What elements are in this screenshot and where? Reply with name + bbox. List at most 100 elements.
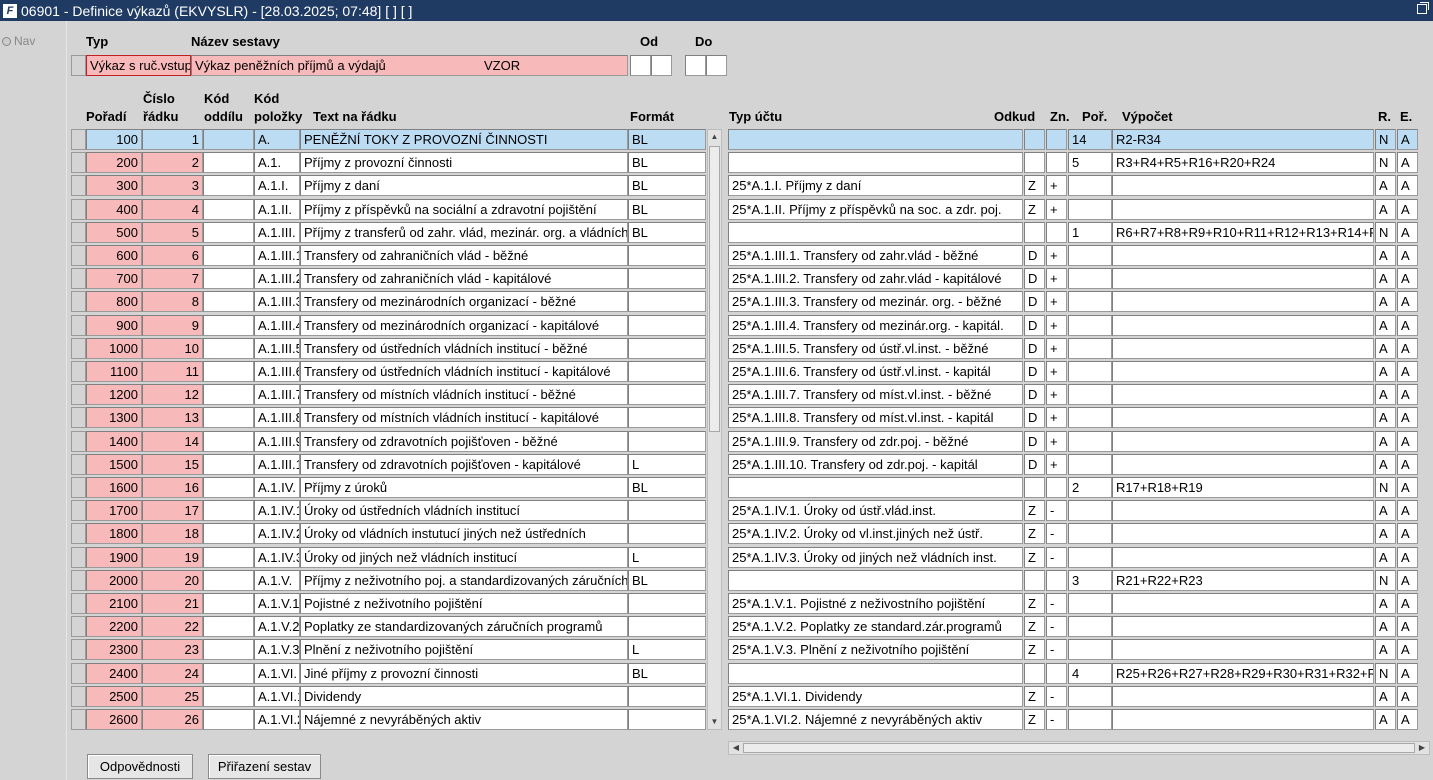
zn-cell[interactable]: + (1046, 245, 1067, 266)
cislo-cell[interactable]: 15 (142, 454, 203, 475)
odkud-cell[interactable]: Z (1024, 547, 1045, 568)
por-cell[interactable] (1068, 384, 1112, 405)
por-cell[interactable] (1068, 639, 1112, 660)
r-cell[interactable]: N (1375, 222, 1396, 243)
text-cell[interactable]: Příjmy z příspěvků na sociální a zdravot… (300, 199, 628, 220)
row-selector[interactable] (71, 616, 86, 637)
typ-uctu-cell[interactable] (728, 477, 1023, 498)
vypocet-cell[interactable] (1112, 431, 1374, 452)
row-selector[interactable] (71, 129, 86, 150)
vypocet-cell[interactable] (1112, 175, 1374, 196)
text-cell[interactable]: Úroky od ústředních vládních institucí (300, 500, 628, 521)
zn-cell[interactable] (1046, 477, 1067, 498)
odkud-cell[interactable]: D (1024, 431, 1045, 452)
vypocet-cell[interactable] (1112, 454, 1374, 475)
kod-polozky-cell[interactable]: A.1.III.7. (254, 384, 300, 405)
cislo-cell[interactable]: 2 (142, 152, 203, 173)
por-cell[interactable]: 4 (1068, 663, 1112, 684)
poradi-cell[interactable]: 200 (86, 152, 142, 173)
odkud-cell[interactable]: Z (1024, 500, 1045, 521)
zn-cell[interactable]: + (1046, 338, 1067, 359)
poradi-cell[interactable]: 2200 (86, 616, 142, 637)
kod-polozky-cell[interactable]: A.1. (254, 152, 300, 173)
cislo-cell[interactable]: 5 (142, 222, 203, 243)
e-cell[interactable]: A (1397, 431, 1418, 452)
r-cell[interactable]: A (1375, 407, 1396, 428)
e-cell[interactable]: A (1397, 291, 1418, 312)
poradi-cell[interactable]: 300 (86, 175, 142, 196)
text-cell[interactable]: Transfery od ústředních vládních institu… (300, 361, 628, 382)
typ-uctu-cell[interactable]: 25*A.1.III.7. Transfery od míst.vl.inst.… (728, 384, 1023, 405)
r-cell[interactable]: A (1375, 361, 1396, 382)
format-cell[interactable] (628, 268, 706, 289)
typ-uctu-cell[interactable]: 25*A.1.IV.2. Úroky od vl.inst.jiných než… (728, 523, 1023, 544)
por-cell[interactable]: 2 (1068, 477, 1112, 498)
e-cell[interactable]: A (1397, 454, 1418, 475)
odkud-cell[interactable]: D (1024, 315, 1045, 336)
cislo-cell[interactable]: 20 (142, 570, 203, 591)
kod-polozky-cell[interactable]: A.1.III.4. (254, 315, 300, 336)
vypocet-cell[interactable] (1112, 593, 1374, 614)
row-selector[interactable] (71, 199, 86, 220)
poradi-cell[interactable]: 2500 (86, 686, 142, 707)
vypocet-cell[interactable]: R3+R4+R5+R16+R20+R24 (1112, 152, 1374, 173)
por-cell[interactable] (1068, 709, 1112, 730)
text-cell[interactable]: Transfery od zahraničních vlád - kapitál… (300, 268, 628, 289)
kod-oddilu-cell[interactable] (203, 268, 254, 289)
odkud-cell[interactable]: Z (1024, 709, 1045, 730)
poradi-cell[interactable]: 400 (86, 199, 142, 220)
kod-polozky-cell[interactable]: A.1.IV.3. (254, 547, 300, 568)
kod-oddilu-cell[interactable] (203, 199, 254, 220)
poradi-cell[interactable]: 1600 (86, 477, 142, 498)
vypocet-cell[interactable] (1112, 686, 1374, 707)
format-cell[interactable]: L (628, 454, 706, 475)
text-cell[interactable]: Úroky od vládních instutucí jiných než ú… (300, 523, 628, 544)
r-cell[interactable]: A (1375, 616, 1396, 637)
kod-polozky-cell[interactable]: A.1.V.3. (254, 639, 300, 660)
r-cell[interactable]: A (1375, 709, 1396, 730)
zn-cell[interactable] (1046, 129, 1067, 150)
typ-uctu-cell[interactable]: 25*A.1.III.6. Transfery od ústř.vl.inst.… (728, 361, 1023, 382)
r-cell[interactable]: A (1375, 523, 1396, 544)
poradi-cell[interactable]: 2400 (86, 663, 142, 684)
r-cell[interactable]: N (1375, 663, 1396, 684)
poradi-cell[interactable]: 500 (86, 222, 142, 243)
text-cell[interactable]: Příjmy z daní (300, 175, 628, 196)
kod-polozky-cell[interactable]: A.1.III.5. (254, 338, 300, 359)
r-cell[interactable]: A (1375, 199, 1396, 220)
typ-uctu-cell[interactable]: 25*A.1.III.1. Transfery od zahr.vlád - b… (728, 245, 1023, 266)
e-cell[interactable]: A (1397, 268, 1418, 289)
por-cell[interactable]: 5 (1068, 152, 1112, 173)
odkud-cell[interactable]: D (1024, 245, 1045, 266)
r-cell[interactable]: N (1375, 152, 1396, 173)
zn-cell[interactable]: - (1046, 709, 1067, 730)
poradi-cell[interactable]: 600 (86, 245, 142, 266)
kod-oddilu-cell[interactable] (203, 175, 254, 196)
por-cell[interactable] (1068, 407, 1112, 428)
zn-cell[interactable]: + (1046, 361, 1067, 382)
por-cell[interactable] (1068, 361, 1112, 382)
e-cell[interactable]: A (1397, 199, 1418, 220)
kod-polozky-cell[interactable]: A.1.III. (254, 222, 300, 243)
kod-oddilu-cell[interactable] (203, 639, 254, 660)
vypocet-cell[interactable] (1112, 639, 1374, 660)
format-cell[interactable]: L (628, 639, 706, 660)
do-field-1[interactable] (685, 55, 706, 76)
format-cell[interactable]: BL (628, 663, 706, 684)
r-cell[interactable]: A (1375, 431, 1396, 452)
header-row-selector[interactable] (71, 55, 86, 76)
row-selector[interactable] (71, 152, 86, 173)
cislo-cell[interactable]: 12 (142, 384, 203, 405)
kod-oddilu-cell[interactable] (203, 663, 254, 684)
text-cell[interactable]: Úroky od jiných než vládních institucí (300, 547, 628, 568)
odkud-cell[interactable]: D (1024, 291, 1045, 312)
zn-cell[interactable]: - (1046, 639, 1067, 660)
kod-oddilu-cell[interactable] (203, 222, 254, 243)
r-cell[interactable]: A (1375, 593, 1396, 614)
e-cell[interactable]: A (1397, 547, 1418, 568)
poradi-cell[interactable]: 800 (86, 291, 142, 312)
por-cell[interactable] (1068, 593, 1112, 614)
cislo-cell[interactable]: 24 (142, 663, 203, 684)
typ-uctu-cell[interactable]: 25*A.1.III.4. Transfery od mezinár.org. … (728, 315, 1023, 336)
text-cell[interactable]: PENĚŽNÍ TOKY Z PROVOZNÍ ČINNOSTI (300, 129, 628, 150)
